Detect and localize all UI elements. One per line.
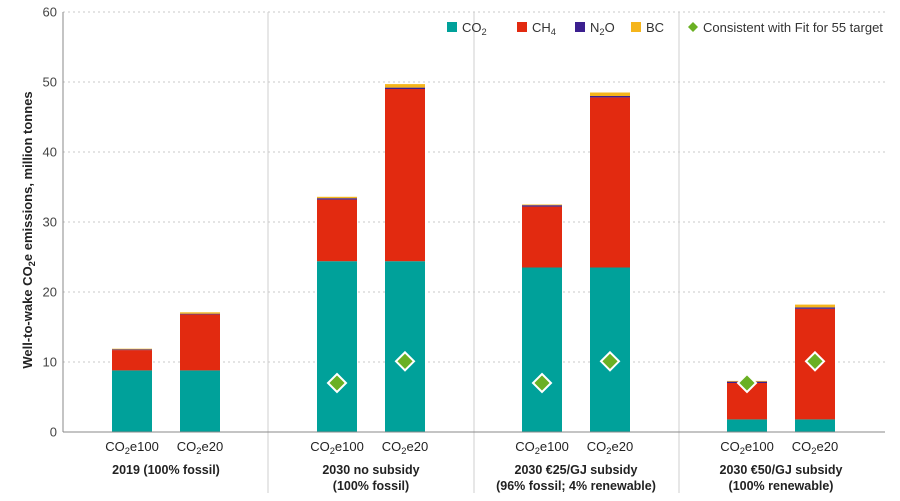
bar-segment-co2 <box>385 261 425 432</box>
bar-category-label: CO2e20 <box>587 439 633 456</box>
bar-segment-bc <box>795 304 835 308</box>
bar-segment-co2 <box>317 261 357 432</box>
legend-swatch-bc <box>631 22 641 32</box>
bar-segment-ch4 <box>112 350 152 371</box>
legend-swatch-ch4 <box>517 22 527 32</box>
bar-segment-co2 <box>112 370 152 432</box>
axes: 0 10 20 30 40 50 60 <box>43 5 885 440</box>
bar-segment-ch4 <box>385 89 425 262</box>
target-marker <box>394 350 416 372</box>
bar-segment-n2o <box>317 198 357 200</box>
bar-segment-co2 <box>590 267 630 432</box>
legend-label: CO2 <box>462 20 487 37</box>
bar-segment-bc <box>112 348 152 350</box>
bar-category-label: CO2e100 <box>310 439 364 456</box>
y-tick-label: 30 <box>43 215 57 230</box>
bar-segment-co2 <box>795 419 835 432</box>
group-label: 2019 (100% fossil) <box>112 463 220 477</box>
group-separators <box>267 12 680 493</box>
legend-diamond-swatch <box>688 22 698 32</box>
bar-segment-n2o <box>795 307 835 309</box>
bar-segment-ch4 <box>590 97 630 268</box>
legend-swatch-co2 <box>447 22 457 32</box>
bar-segment-n2o <box>522 205 562 207</box>
bar-segment-co2 <box>522 267 562 432</box>
target-marker <box>531 372 553 394</box>
bar-category-label: CO2e20 <box>177 439 223 456</box>
group-label: (100% renewable) <box>729 479 834 493</box>
axis-labels: Well-to-wake CO2e emissions, million ton… <box>20 91 843 493</box>
bar-segment-ch4 <box>317 199 357 262</box>
bar-category-label: CO2e20 <box>792 439 838 456</box>
bar-segment-bc <box>590 92 630 96</box>
bars <box>112 84 835 432</box>
y-tick-label: 50 <box>43 75 57 90</box>
bar-segment-ch4 <box>180 314 220 371</box>
group-label: 2030 no subsidy <box>322 463 419 477</box>
bar-segment-bc <box>317 196 357 199</box>
bar-segment-co2 <box>727 419 767 432</box>
legend: CO2 CH4 N2O BC Consistent with Fit for 55 ta… <box>447 20 883 37</box>
bar-segment-n2o <box>590 96 630 98</box>
legend-label: BC <box>646 20 664 35</box>
bar-segment-bc <box>180 312 220 314</box>
target-markers <box>326 350 826 394</box>
y-axis-title: Well-to-wake CO2e emissions, million ton… <box>20 91 37 368</box>
bar-category-label: CO2e100 <box>105 439 159 456</box>
y-tick-label: 0 <box>50 425 57 440</box>
bar-segment-bc <box>522 204 562 206</box>
y-tick-label: 20 <box>43 285 57 300</box>
legend-swatch-n2o <box>575 22 585 32</box>
bar-category-label: CO2e100 <box>720 439 774 456</box>
bar-category-label: CO2e20 <box>382 439 428 456</box>
group-label: 2030 €50/GJ subsidy <box>720 463 843 477</box>
group-label: 2030 €25/GJ subsidy <box>515 463 638 477</box>
bar-segment-co2 <box>180 370 220 432</box>
bar-segment-n2o <box>385 87 425 89</box>
bar-segment-n2o <box>180 313 220 315</box>
bar-segment-ch4 <box>522 206 562 268</box>
y-tick-label: 40 <box>43 145 57 160</box>
y-tick-label: 10 <box>43 355 57 370</box>
target-marker <box>599 350 621 372</box>
target-marker <box>326 372 348 394</box>
target-marker <box>804 350 826 372</box>
bar-category-label: CO2e100 <box>515 439 569 456</box>
bar-segment-n2o <box>112 349 152 351</box>
legend-label: CH4 <box>532 20 556 37</box>
y-tick-label: 60 <box>43 5 57 20</box>
legend-label: N2O <box>590 20 615 37</box>
target-marker <box>736 372 758 394</box>
bar-segment-bc <box>385 84 425 88</box>
group-label: (96% fossil; 4% renewable) <box>496 479 656 493</box>
legend-label: Consistent with Fit for 55 target <box>703 20 883 35</box>
group-label: (100% fossil) <box>333 479 409 493</box>
